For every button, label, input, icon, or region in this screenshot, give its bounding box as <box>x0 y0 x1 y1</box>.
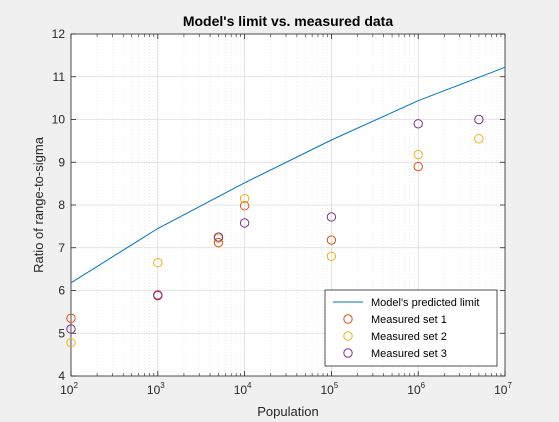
x-tick-label: 105 <box>320 381 338 397</box>
legend-marker-swatch <box>343 314 353 324</box>
legend-entry-label: Measured set 1 <box>371 314 447 326</box>
y-tick-label: 4 <box>58 369 65 383</box>
data-point-set-3 <box>153 290 163 301</box>
data-point-set-2 <box>413 149 423 160</box>
data-point-set-1 <box>213 237 224 248</box>
data-point-set-3 <box>413 119 423 129</box>
y-tick-label: 8 <box>58 198 65 212</box>
legend-entry-label: Model's predicted limit <box>371 297 479 309</box>
x-tick-labels: 102 103 104 105 106 107 <box>60 381 512 397</box>
y-tick-labels: 4 5 6 7 8 9 10 11 12 <box>52 27 66 383</box>
x-tick-label: 103 <box>147 381 165 397</box>
y-tick-label: 6 <box>58 284 65 298</box>
legend-box <box>324 289 498 367</box>
data-point-set-3 <box>326 212 337 222</box>
series-layer <box>66 66 506 348</box>
data-point-set-1 <box>326 235 337 245</box>
y-tick-label: 9 <box>58 155 65 169</box>
y-tick-label: 11 <box>53 70 66 84</box>
y-tick-label: 12 <box>52 27 66 41</box>
y-axis-label: Ratio of range-to-sigma <box>31 136 46 273</box>
data-point-set-1 <box>66 313 76 323</box>
x-tick-label: 107 <box>494 381 512 397</box>
series-line-model-limit <box>70 66 506 284</box>
data-point-set-1 <box>413 161 423 172</box>
legend-marker-swatch <box>343 331 353 341</box>
x-tick-label: 106 <box>407 381 425 397</box>
legend-entry-label: Measured set 3 <box>371 348 447 360</box>
data-point-set-1 <box>239 201 250 211</box>
y-tick-label: 7 <box>58 241 65 255</box>
x-axis-label: Population <box>257 404 318 419</box>
x-tick-label: 104 <box>234 381 252 397</box>
x-tick-label: 102 <box>60 381 78 397</box>
axis-ticks <box>70 33 506 377</box>
data-point-set-3 <box>66 324 76 334</box>
legend-marker-swatch <box>343 348 353 358</box>
data-point-set-3 <box>239 218 250 228</box>
data-point-set-2 <box>153 258 163 268</box>
chart-title: Model's limit vs. measured data <box>183 13 394 29</box>
y-tick-label: 5 <box>58 326 65 340</box>
legend-entry-label: Measured set 2 <box>371 331 447 343</box>
data-point-set-2 <box>474 134 484 144</box>
data-point-set-2 <box>326 251 337 261</box>
data-point-set-3 <box>213 232 224 242</box>
legend: Model's predicted limit Measured set 1 Mea… <box>324 289 498 367</box>
data-point-set-2 <box>66 337 76 348</box>
data-point-set-2 <box>239 193 250 204</box>
data-point-set-3 <box>474 114 484 125</box>
y-tick-label: 10 <box>52 113 66 127</box>
